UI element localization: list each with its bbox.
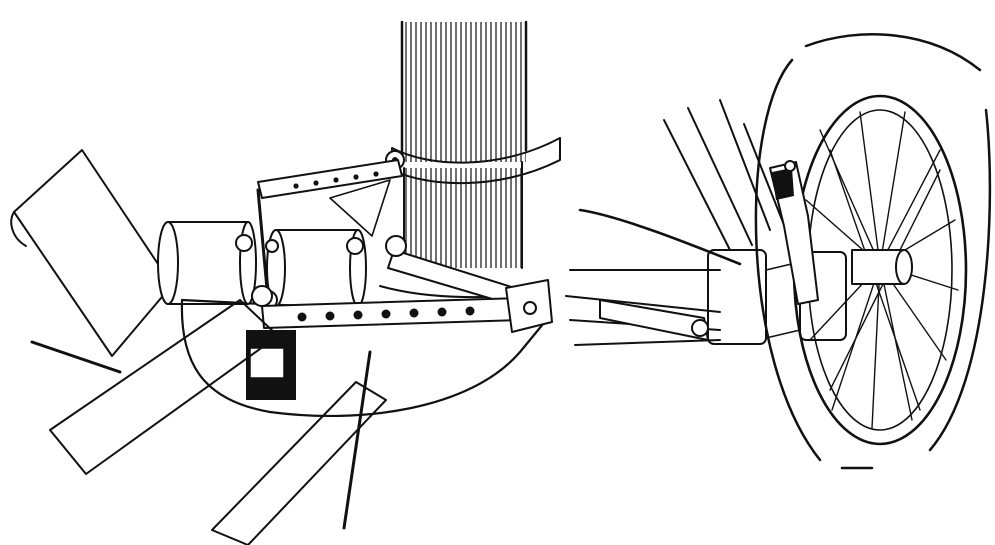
tube-lower (404, 168, 522, 268)
left-panel (10, 20, 561, 545)
vertical-tube (400, 20, 528, 162)
right-panel (565, 33, 992, 470)
center-coil (265, 229, 367, 307)
right-coil-assembly (707, 249, 847, 345)
wheel-hub (851, 249, 913, 285)
lower-perforated-bar (261, 279, 553, 333)
left-coil (157, 221, 257, 305)
lever-arm (769, 160, 819, 305)
upper-left-tube (10, 149, 173, 357)
lower-center-rod (211, 350, 387, 545)
lower-left-rod (30, 285, 279, 475)
